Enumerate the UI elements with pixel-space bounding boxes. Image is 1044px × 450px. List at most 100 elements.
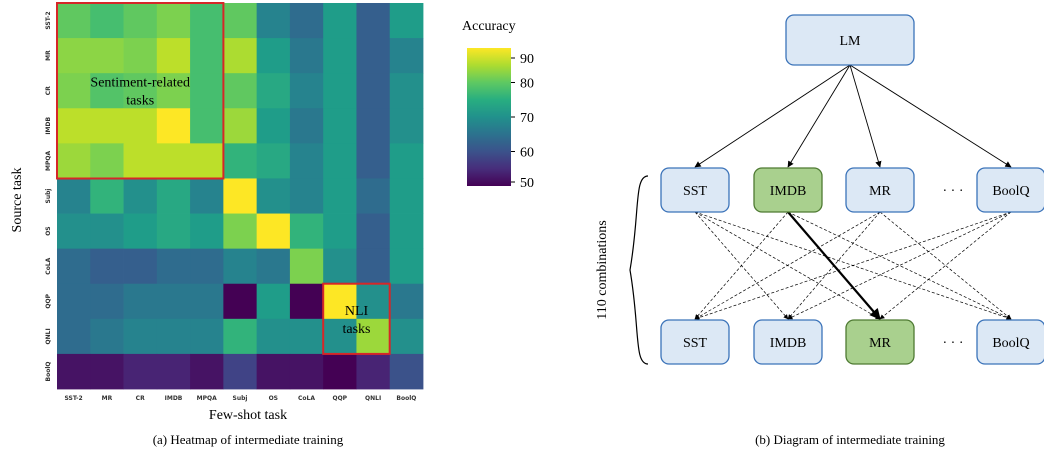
colorbar: Accuracy 90 80 70 60 50 [462,19,534,191]
heatmap-cell [57,283,91,320]
x-tick-labels: SST-2 MR CR IMDB MPQA Subj OS CoLA QQP QNLI BoolQ [64,395,416,402]
heatmap-cell [256,143,291,179]
y-tick-label: QQP [45,293,52,308]
highlight-boxes: Sentiment-related tasks NLI tasks [56,2,391,355]
transfer-edge [787,211,1012,320]
highlight-edge [787,211,881,320]
highlight-box [322,282,391,355]
heatmap-cell [223,213,258,250]
heatmap-cell [156,283,191,320]
colorbar-tick-label: 70 [520,111,534,126]
heatmap-cell [256,318,291,355]
x-tick-label: SST-2 [64,395,82,402]
heatmap-cell [90,73,124,109]
heatmap-cell [289,318,324,355]
left-caption: (a) Heatmap of intermediate training [153,432,344,447]
lm-edge [787,64,851,168]
heatmap-cell [356,353,391,390]
heatmap-cell [323,73,357,109]
x-tick-label: Subj [233,395,248,402]
heatmap-cell [190,3,224,39]
heatmap-cell [123,248,158,285]
heatmap-cell [256,213,291,250]
y-tick-label: Subj [45,189,52,204]
heatmap-cell [356,38,391,74]
heatmap-cell [389,108,424,144]
annotation-text: Sentiment-related [90,76,190,91]
heatmap-cell [389,178,424,214]
ellipsis: · · · [943,336,964,351]
heatmap-cell [156,178,191,214]
right-caption: (b) Diagram of intermediate training [755,432,945,447]
heatmap-cell [289,213,324,250]
x-tick-label: IMDB [165,395,183,402]
heatmap-cell [57,178,91,214]
colorbar-gradient [467,48,511,186]
heatmap-cell [123,3,158,39]
x-tick-label: CoLA [298,395,315,402]
heatmap-cell [223,3,258,39]
heatmap-cell [223,143,258,179]
heatmap-cell [323,318,357,355]
target-node-label: MR [869,336,891,351]
x-tick-label: QNLI [365,395,381,402]
source-node-label: SST [683,184,708,199]
heatmap-cell [123,108,158,144]
y-tick-label: MPQA [45,150,52,170]
heatmap-cell [256,248,291,285]
y-tick-label: OS [45,226,52,235]
transfer-edge [694,211,881,320]
heatmap-cell [223,283,258,320]
y-tick-label: SST-2 [45,11,52,29]
target-node-label: BoolQ [992,336,1029,351]
heatmap-cell [123,73,158,109]
heatmap-cell [389,143,424,179]
target-node [753,319,823,365]
heatmap-cell [389,283,424,320]
heatmap-cell [289,283,324,320]
heatmap-cells [57,3,424,390]
heatmap-cell [356,3,391,39]
heatmap-cell [123,38,158,74]
heatmap-cell [223,73,258,109]
source-node [753,167,823,213]
heatmap-cell [356,143,391,179]
heatmap-cell [256,283,291,320]
y-tick-label: IMDB [45,116,52,134]
heatmap-cell [90,318,124,355]
heatmap-cell [190,248,224,285]
heatmap-cell [57,3,91,39]
heatmap-cell [389,318,424,355]
combinations-label: 110 combinations [595,220,610,319]
heatmap-cell [389,3,424,39]
colorbar-label: Accuracy [462,19,516,34]
heatmap-cell [289,248,324,285]
colorbar-tick-label: 90 [520,52,534,67]
heatmap-cell [123,283,158,320]
heatmap-cell [256,3,291,39]
lm-edge [694,64,851,168]
colorbar-tick-label: 50 [520,176,534,191]
heatmap-cell [356,108,391,144]
heatmap-cell [156,143,191,179]
y-tick-label: CR [45,86,52,95]
x-axis-label: Few-shot task [209,408,287,423]
heatmap-cell [190,283,224,320]
heatmap-cell [190,73,224,109]
heatmap-cell [90,283,124,320]
heatmap-cell [57,248,91,285]
heatmap-cell [256,178,291,214]
heatmap-cell [289,143,324,179]
heatmap-cell [90,213,124,250]
heatmap-cell [323,213,357,250]
x-tick-label: MPQA [197,395,217,402]
heatmap-cell [90,353,124,390]
heatmap-cell [256,38,291,74]
heatmap-cell [190,213,224,250]
target-node-label: SST [683,336,708,351]
highlight-box [56,2,225,180]
transfer-edge [879,211,1012,320]
heatmap-cell [90,38,124,74]
heatmap-cell [190,108,224,144]
heatmap-cell [289,108,324,144]
